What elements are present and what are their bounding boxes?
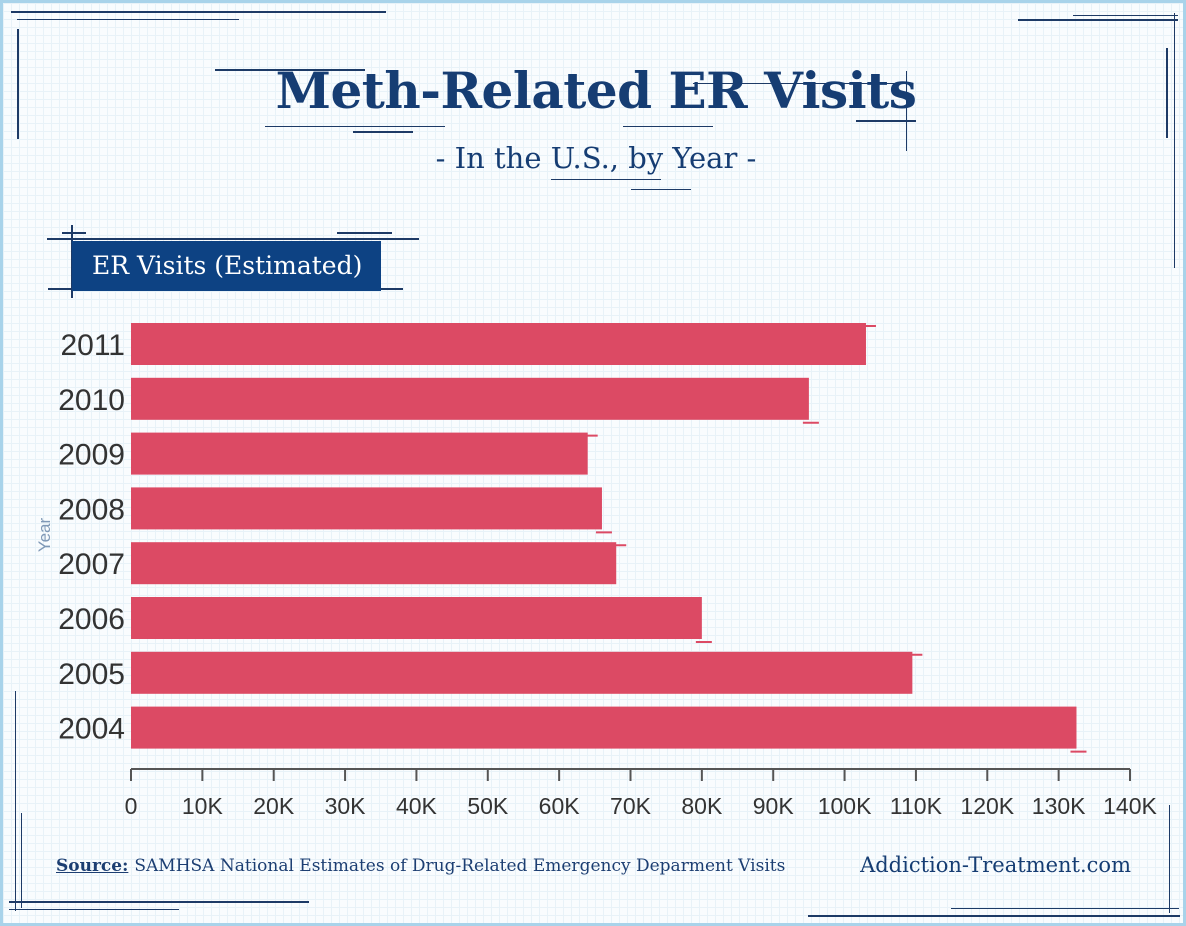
bar-2011: [131, 323, 866, 365]
deco-line: [951, 908, 1179, 909]
deco-line: [9, 901, 309, 903]
deco-line: [1174, 13, 1175, 268]
deco-line: [906, 71, 907, 151]
y-tick-label-2011: 2011: [60, 329, 125, 362]
x-tick-label: 10K: [182, 793, 224, 819]
x-tick-label: 140K: [1103, 793, 1157, 819]
y-tick-label-2010: 2010: [58, 384, 125, 417]
deco-line: [856, 120, 916, 122]
x-tick-label: 90K: [753, 793, 795, 819]
deco-line: [623, 126, 713, 127]
y-axis-label: Year: [35, 517, 54, 552]
bar-2007: [131, 542, 617, 585]
deco-line: [9, 909, 179, 910]
deco-line: [693, 83, 913, 84]
chart-subtitle: - In the U.S., by Year -: [435, 141, 757, 175]
bar-2008: [131, 487, 602, 530]
deco-line: [1018, 19, 1178, 21]
deco-line: [631, 189, 691, 190]
source-text: SAMHSA National Estimates of Drug-Relate…: [134, 856, 786, 876]
chart-title: Meth-Related ER Visits: [275, 61, 917, 120]
deco-line: [62, 232, 86, 234]
x-tick-label: 60K: [539, 793, 581, 819]
deco-line: [1073, 15, 1178, 16]
deco-line: [15, 691, 16, 911]
deco-line: [11, 11, 386, 13]
deco-line: [265, 126, 445, 127]
source-prefix: Source:: [56, 856, 129, 876]
x-tick-label: 110K: [890, 793, 943, 819]
y-tick-label-2005: 2005: [58, 658, 125, 691]
y-tick-label-2008: 2008: [58, 493, 125, 526]
bar-2010: [131, 377, 809, 420]
x-tick-label: 80K: [681, 793, 723, 819]
x-tick-label: 40K: [396, 793, 438, 819]
deco-line: [1166, 48, 1168, 138]
x-tick-label: 50K: [467, 793, 509, 819]
deco-line: [17, 29, 19, 139]
deco-line: [1169, 805, 1170, 913]
y-tick-label-2009: 2009: [58, 439, 125, 472]
source-note: Source: SAMHSA National Estimates of Drug…: [56, 856, 785, 876]
x-tick-label: 120K: [960, 793, 1014, 819]
deco-line: [47, 238, 419, 240]
y-tick-label-2007: 2007: [58, 548, 125, 581]
bar-2006: [131, 597, 702, 639]
x-tick-label: 70K: [610, 793, 652, 819]
bar-2009: [131, 432, 588, 475]
y-tick-label-2004: 2004: [58, 713, 125, 746]
bar-chart: 2011 2010 2009 2008 2007 2006 2005 2004 Year 0 10K…: [35, 323, 1158, 819]
x-tick-label: 100K: [818, 793, 872, 819]
y-tick-label-2006: 2006: [58, 603, 125, 636]
deco-line: [215, 69, 365, 71]
x-tick-label: 20K: [253, 793, 295, 819]
x-tick-label: 0: [125, 793, 138, 819]
deco-line: [551, 179, 661, 180]
deco-line: [808, 915, 1180, 917]
section-label: ER Visits (Estimated): [72, 241, 381, 291]
bar-2005: [131, 651, 913, 694]
deco-line: [353, 131, 413, 133]
deco-line: [17, 19, 239, 20]
bar-2004: [131, 706, 1077, 749]
x-tick-label: 30K: [325, 793, 367, 819]
brand-name: Addiction-Treatment.com: [860, 853, 1131, 877]
x-tick-label: 130K: [1032, 793, 1086, 819]
deco-line: [21, 813, 22, 908]
deco-line: [337, 232, 392, 234]
